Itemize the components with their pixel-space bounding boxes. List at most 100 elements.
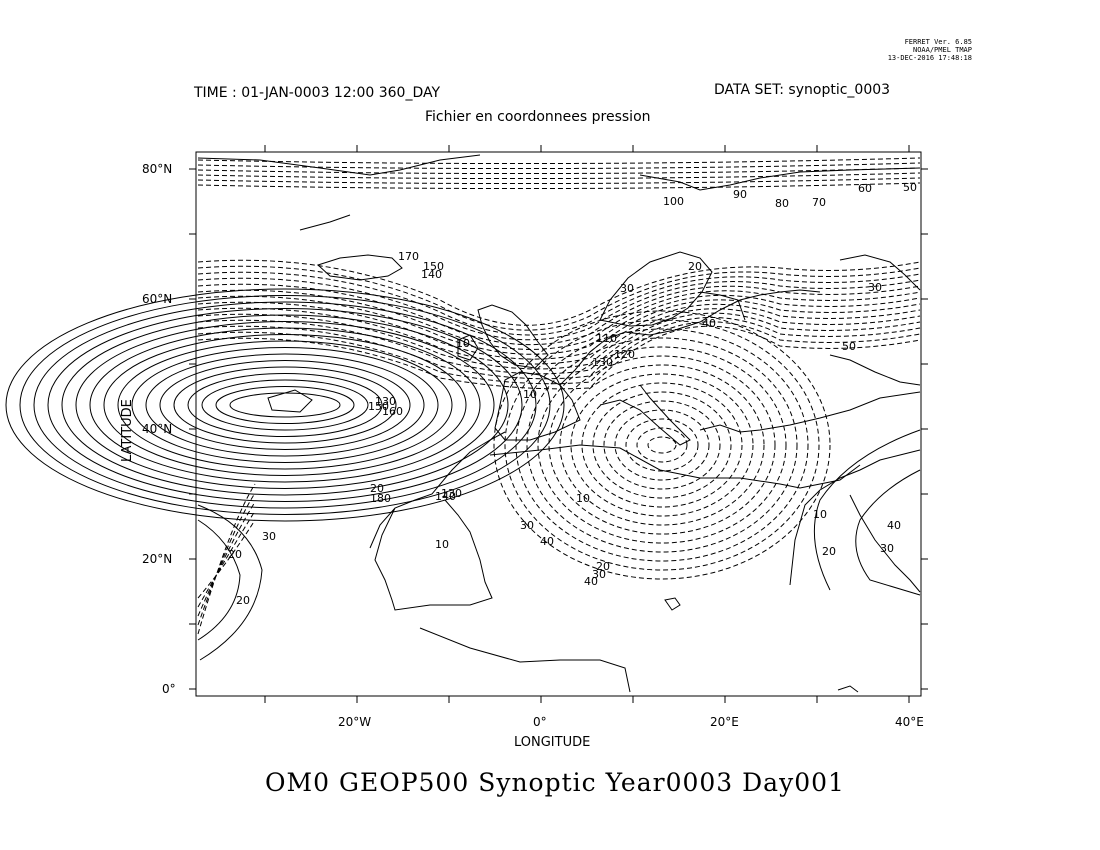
low-pressure-contour xyxy=(592,391,732,499)
contour-label: 120 xyxy=(614,348,635,361)
y-tick-20n: 20°N xyxy=(142,552,173,566)
plot-frame xyxy=(195,151,922,697)
high-pressure-contour xyxy=(89,327,481,483)
low-pressure-contour xyxy=(570,373,754,517)
x-tick-0: 0° xyxy=(533,715,547,729)
sw-contour xyxy=(197,504,263,661)
jet-dashed-contour xyxy=(197,303,921,365)
stamp-org: NOAA/PMEL TMAP xyxy=(912,46,972,54)
high-pressure-contour xyxy=(187,373,383,437)
coast-gulf-guinea xyxy=(419,627,631,693)
contour-label: 100 xyxy=(663,195,684,208)
low-pressure-contour xyxy=(636,427,688,463)
arctic-dashed-contour xyxy=(197,157,921,165)
coast-mideast xyxy=(789,449,921,593)
y-tick-0: 0° xyxy=(162,682,176,696)
contour-label: 150 xyxy=(368,400,389,413)
dashed-contours xyxy=(197,157,921,635)
jet-dashed-contour xyxy=(197,321,921,385)
high-pressure-contour xyxy=(103,334,467,476)
arctic-dashed-contour xyxy=(197,172,921,180)
high-pressure-contour xyxy=(229,392,341,418)
contour-label: 80 xyxy=(775,197,789,210)
high-pressure-contour xyxy=(19,295,551,515)
contour-label: 30 xyxy=(620,282,634,295)
low-pressure-contour xyxy=(647,436,677,454)
low-pressure-contour xyxy=(526,337,798,553)
sw-dashed-contour xyxy=(197,519,256,599)
coast-cape-verde xyxy=(664,597,859,693)
low-pressure-contour xyxy=(515,328,809,562)
low-pressure-contour xyxy=(581,382,743,508)
se-contour xyxy=(813,429,921,591)
coast-russia xyxy=(829,254,921,386)
high-pressure-contour xyxy=(145,353,425,457)
contour-label: 130 xyxy=(375,395,396,408)
contour-label: 150 xyxy=(423,260,444,273)
contour-label: 180 xyxy=(370,492,391,505)
x-tick-20e: 20°E xyxy=(710,715,739,729)
y-tick-40n: 40°N xyxy=(142,422,173,436)
jet-dashed-contour xyxy=(197,289,921,350)
x-axis-title: LONGITUDE xyxy=(514,735,591,750)
contour-label: 40 xyxy=(702,317,716,330)
jet-dashed-contour xyxy=(197,312,921,375)
contour-label: 10 xyxy=(456,337,470,350)
solid-contours xyxy=(5,288,921,661)
high-pressure-contour xyxy=(61,314,509,496)
stamp-date: 13-DEC-2016 17:48:18 xyxy=(887,54,972,62)
contour-label: 170 xyxy=(398,250,419,263)
plot-subtitle: Fichier en coordonnees pression xyxy=(425,109,651,125)
arctic-dashed-contour xyxy=(197,177,921,185)
contour-label: 130 xyxy=(592,356,613,369)
low-pressure-contour xyxy=(625,418,699,472)
contour-label: 140 xyxy=(421,268,442,281)
stamp-version: FERRET Ver. 6.85 xyxy=(904,38,972,46)
contour-label: 40 xyxy=(584,575,598,588)
high-pressure-contour xyxy=(201,379,369,431)
high-pressure-contour xyxy=(33,301,537,509)
contour-label: 40 xyxy=(887,519,901,532)
low-pressure-contour xyxy=(548,355,776,535)
high-pressure-contour xyxy=(75,321,495,489)
jet-dashed-contour xyxy=(197,294,921,355)
dataset-label: DATA SET: synoptic_0003 xyxy=(714,82,891,98)
x-tick-40e: 40°E xyxy=(895,715,924,729)
low-pressure-contour xyxy=(559,364,765,526)
coast-iberia xyxy=(494,371,581,441)
contour-label: 110 xyxy=(596,332,617,345)
high-pressure-contour xyxy=(173,366,397,444)
arctic-dashed-contour xyxy=(197,182,921,190)
se-contour xyxy=(855,469,921,596)
contour-label: 60 xyxy=(858,182,872,195)
contour-label: 30 xyxy=(880,542,894,555)
high-pressure-contour xyxy=(47,308,523,502)
contour-label: 30 xyxy=(520,519,534,532)
x-tick-20w: 20°W xyxy=(338,715,372,729)
low-pressure-contour xyxy=(614,409,710,481)
contour-label: 10 xyxy=(813,508,827,521)
jet-dashed-contour xyxy=(197,271,921,336)
arctic-dashed-contour xyxy=(197,162,921,170)
contour-label: 10 xyxy=(435,538,449,551)
y-tick-60n: 60°N xyxy=(142,292,173,306)
jet-dashed-contour xyxy=(197,317,921,380)
contour-label: 40 xyxy=(540,535,554,548)
axis-ticks xyxy=(189,145,928,703)
sw-dashed-contour xyxy=(197,492,256,626)
jet-dashed-contour xyxy=(197,259,921,326)
low-pressure-contour xyxy=(603,400,721,490)
contour-label: 20 xyxy=(236,594,250,607)
plot-title: OM0 GEOP500 Synoptic Year0003 Day001 xyxy=(265,768,845,797)
contour-label: 140 xyxy=(435,490,456,503)
contour-label: 160 xyxy=(382,405,403,418)
contour-label: 20 xyxy=(228,548,242,561)
coast-iceland xyxy=(317,254,403,281)
jet-dashed-contour xyxy=(197,265,921,331)
contour-label: 90 xyxy=(733,188,747,201)
high-pressure-contour xyxy=(5,288,565,522)
coast-west-africa xyxy=(369,431,506,611)
contour-label: 70 xyxy=(812,196,826,209)
y-tick-80n: 80°N xyxy=(142,162,173,176)
